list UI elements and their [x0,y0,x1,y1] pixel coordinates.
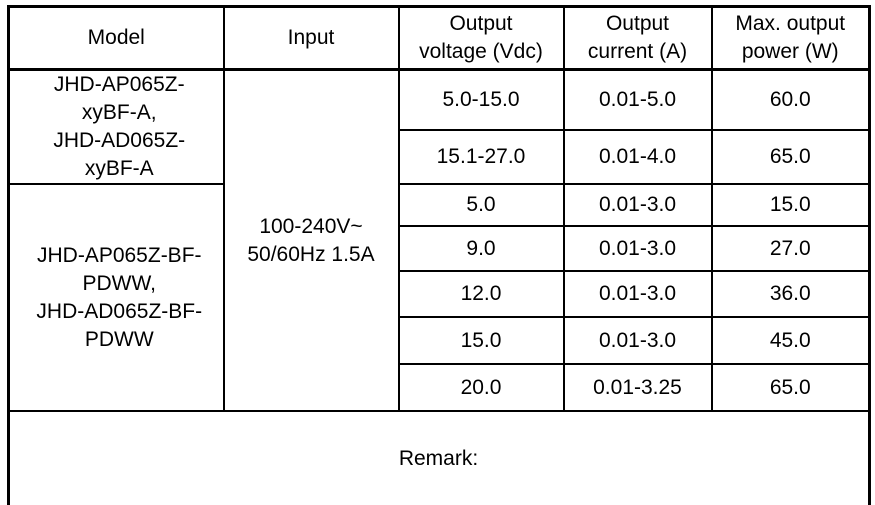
header-row: Model Input Output voltage (Vdc) Output … [7,5,871,71]
voltage-cell: 5.0 [397,183,565,227]
spec-table: Model Input Output voltage (Vdc) Output … [7,5,871,505]
voltage-cell: 12.0 [397,270,565,318]
table-row: JHD-AP065Z- xyBF-A, JHD-AD065Z- xyBF-A 1… [7,68,871,412]
current-cell: 0.01-3.0 [562,183,713,227]
header-output-current: Output current (A) [562,5,713,71]
header-model: Model [7,5,225,71]
voltage-cell: 9.0 [397,225,565,272]
voltage-cell: 20.0 [397,363,565,412]
remark-row: Remark: “AP” in the model no. mean direc… [7,410,871,505]
voltage-cell: 5.0-15.0 [397,68,565,132]
current-cell: 0.01-3.0 [562,316,713,365]
power-cell: 27.0 [710,225,871,272]
table-row: 15.0 0.01-3.0 45.0 [9,316,871,365]
power-cell: 45.0 [710,316,871,365]
power-cell: 60.0 [710,68,871,132]
input-cell: 100-240V~ 50/60Hz 1.5A [222,68,400,412]
current-cell: 0.01-3.25 [562,363,713,412]
power-cell: 15.0 [710,183,871,227]
table-row: 12.0 0.01-3.0 36.0 [9,270,871,318]
power-cell: 65.0 [710,363,871,412]
table-row: 15.1-27.0 0.01-4.0 65.0 [9,129,871,185]
remark-title: Remark: [398,447,479,470]
power-cell: 65.0 [710,129,871,185]
power-cell: 36.0 [710,270,871,318]
remark-cell: Remark: “AP” in the model no. mean direc… [7,410,871,505]
voltage-cell: 15.1-27.0 [397,129,565,185]
model-group-1-cell: JHD-AP065Z- xyBF-A, JHD-AD065Z- xyBF-A [7,68,225,185]
current-cell: 0.01-4.0 [562,129,713,185]
current-cell: 0.01-3.0 [562,225,713,272]
table-row: JHD-AP065Z-BF- PDWW, JHD-AD065Z-BF- PDWW… [7,183,871,412]
table-row: 20.0 0.01-3.25 65.0 [9,363,871,412]
current-cell: 0.01-3.0 [562,270,713,318]
header-output-voltage: Output voltage (Vdc) [397,5,565,71]
current-cell: 0.01-5.0 [562,68,713,132]
model-group-2-cell: JHD-AP065Z-BF- PDWW, JHD-AD065Z-BF- PDWW [7,183,225,412]
header-max-output-power: Max. output power (W) [710,5,871,71]
table-row: 9.0 0.01-3.0 27.0 [9,225,871,272]
voltage-cell: 15.0 [397,316,565,365]
header-input: Input [222,5,400,71]
